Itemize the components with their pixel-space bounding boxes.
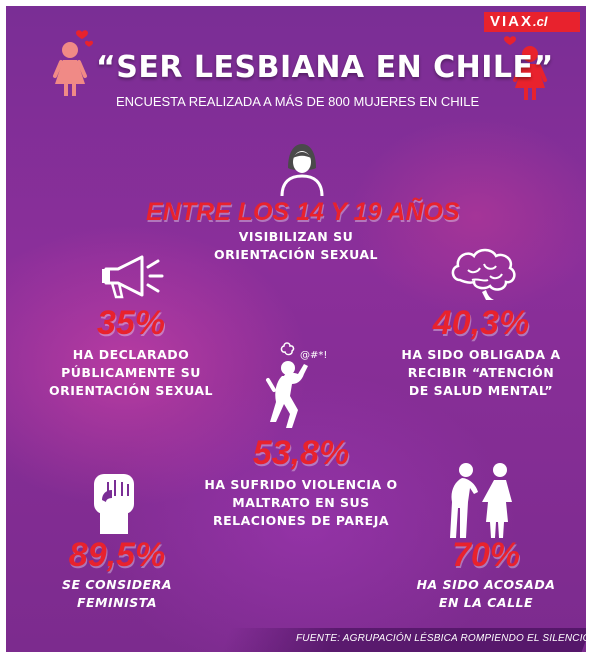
feminist-caption-line-2: FEMINISTA (76, 595, 157, 610)
harassed-caption-line-2: EN LA CALLE (438, 595, 534, 610)
page-title: “SER LESBIANA EN CHILE” (96, 50, 554, 85)
woman-red-icon (504, 36, 547, 100)
mental-health-percent: 40,3% (432, 304, 530, 342)
age-range-headline: ENTRE LOS 14 Y 19 AÑOS (146, 198, 460, 226)
page-subtitle: ENCUESTA REALIZADA A MÁS DE 800 MUJERES … (116, 94, 480, 109)
feminist-caption-line-1: SE CONSIDERA (61, 577, 173, 592)
brain-icon (451, 248, 516, 300)
woman-pink-icon (53, 30, 93, 96)
viax-logo: VIAX.cl (484, 12, 580, 32)
megaphone-icon (102, 255, 164, 299)
angry-person-icon: @#*! (266, 342, 327, 428)
logo-text: VIAX (490, 13, 534, 30)
public-caption-line-1: HA DECLARADO (72, 347, 190, 362)
raised-fist-icon (94, 474, 134, 534)
public-caption-line-2: PÚBLICAMENTE SU (61, 365, 201, 380)
age-caption-line-1: VISIBILIZAN SU (238, 229, 354, 244)
violence-caption-line-1: HA SUFRIDO VIOLENCIA O (204, 477, 398, 492)
logo-suffix: .cl (533, 14, 548, 29)
public-percent: 35% (96, 304, 166, 342)
person-bust-icon (280, 144, 324, 197)
harassed-caption-line-1: HA SIDO ACOSADA (416, 577, 556, 592)
public-caption-line-3: ORIENTACIÓN SEXUAL (49, 383, 213, 398)
mental-caption-line-1: HA SIDO OBLIGADA A (401, 347, 561, 362)
mental-caption-line-2: RECIBIR “ATENCIÓN (407, 365, 555, 380)
age-caption-line-2: ORIENTACIÓN SEXUAL (214, 247, 378, 262)
violence-percent: 53,8% (252, 434, 350, 472)
infographic: VIAX.cl “SER LESBIANA EN CHILE” ENCUESTA… (6, 6, 586, 652)
swear-symbols: @#*! (300, 350, 327, 361)
feminist-percent: 89,5% (68, 536, 166, 574)
harassed-percent: 70% (451, 536, 521, 574)
violence-caption-line-3: RELACIONES DE PAREJA (212, 513, 390, 528)
violence-caption-line-2: MALTRATO EN SUS (232, 495, 370, 510)
street-harassment-icon (450, 463, 512, 538)
mental-caption-line-3: DE SALUD MENTAL” (408, 383, 554, 398)
source-credit: FUENTE: AGRUPACIÓN LÉSBICA ROMPIENDO EL … (296, 633, 586, 644)
